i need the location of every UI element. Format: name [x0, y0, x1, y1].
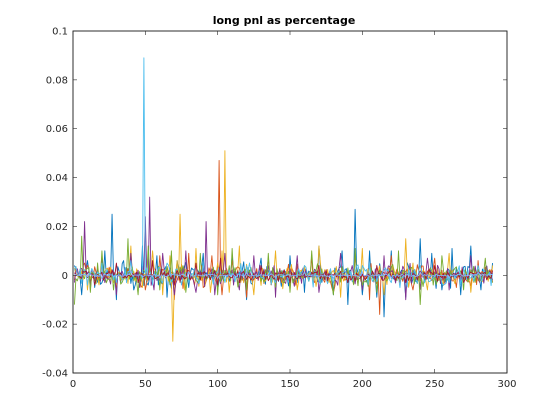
y-tick-label: 0 [62, 271, 68, 282]
series-line-5 [74, 235, 493, 306]
series-line-8 [74, 270, 493, 280]
x-tick-label: 100 [208, 379, 227, 390]
y-tick-label: -0.02 [42, 320, 68, 331]
y-tick-label: 0.1 [52, 27, 68, 38]
series-layer [74, 57, 493, 342]
y-tick-label: 0.04 [46, 173, 68, 184]
chart-title: long pnl as percentage [213, 14, 356, 27]
x-tick-label: 50 [139, 379, 152, 390]
y-tick-label: 0.06 [46, 124, 68, 135]
x-tick-label: 150 [280, 379, 299, 390]
x-tick-label: 200 [353, 379, 372, 390]
plot-frame [72, 30, 508, 374]
y-tick-label: -0.04 [42, 369, 68, 380]
y-tick-label: 0.02 [46, 222, 68, 233]
y-tick-label: 0.08 [46, 75, 68, 86]
x-tick-label: 250 [425, 379, 444, 390]
x-tick-label: 300 [497, 379, 516, 390]
plot-area [72, 30, 508, 374]
x-tick-label: 0 [70, 379, 76, 390]
